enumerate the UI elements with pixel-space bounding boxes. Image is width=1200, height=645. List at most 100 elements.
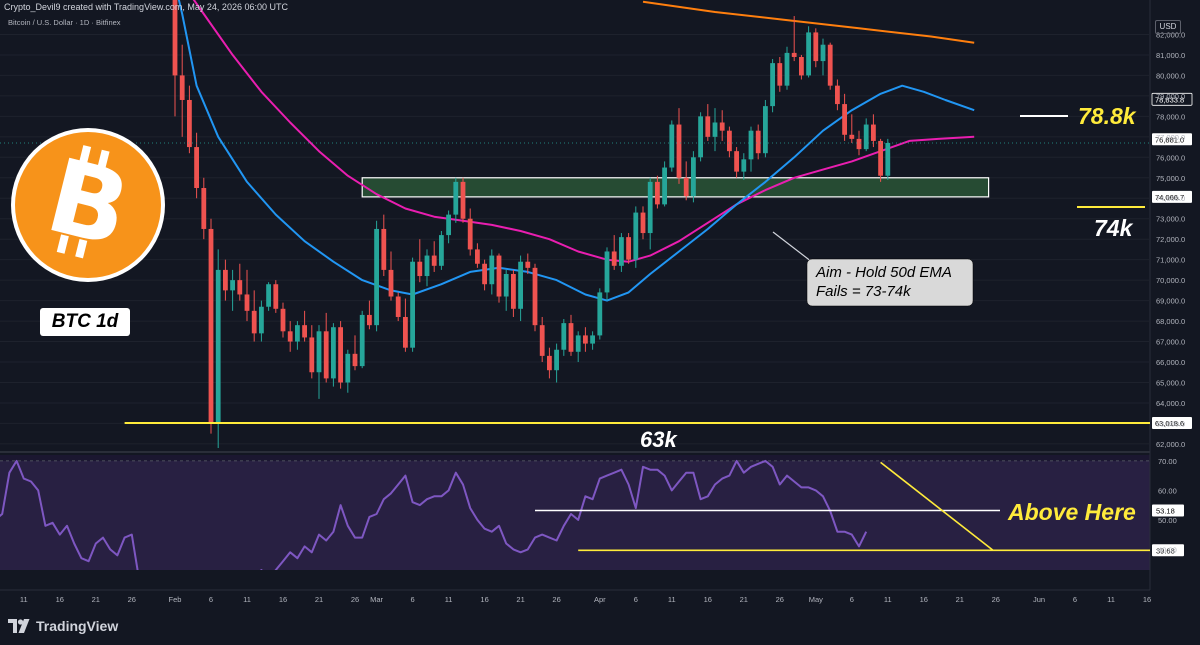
candle-body: [647, 181, 653, 234]
candle: [597, 288, 603, 340]
candle: [763, 99, 768, 158]
candle-body: [489, 255, 495, 285]
candle-body: [604, 251, 610, 293]
candle: [561, 319, 567, 356]
time-tick-label: 11: [243, 595, 251, 604]
price-grid: [0, 33, 1150, 445]
candle: [367, 300, 372, 330]
ema-50-path: [192, 0, 975, 263]
candle-body: [309, 337, 315, 373]
candle-body: [777, 63, 783, 86]
candle: [352, 335, 358, 371]
price-tick-label: 79,000.0: [1156, 92, 1185, 101]
candle-body: [532, 267, 538, 326]
price-label-box: [1152, 417, 1192, 430]
candle: [244, 269, 250, 322]
candle-body: [280, 308, 286, 332]
candle-body: [554, 349, 559, 371]
rsi-annotation: Above Here: [1007, 499, 1136, 525]
candle-body: [467, 218, 473, 250]
candle: [669, 120, 675, 172]
candle: [302, 310, 307, 342]
candle: [496, 253, 502, 303]
candle-body: [525, 261, 531, 268]
candle-body: [539, 325, 545, 356]
candle-body: [698, 116, 703, 158]
candle: [374, 220, 379, 332]
candle-body: [352, 353, 358, 367]
candle-body: [575, 335, 581, 352]
candle-body: [784, 52, 790, 86]
candle-body: [691, 157, 696, 197]
price-axis[interactable]: 62,000.0 63,000.0 64,000.0 65,000.0 66,000.0…: [1156, 30, 1185, 554]
candle: [323, 312, 329, 383]
price-label-box: [1151, 92, 1193, 106]
candle-body: [561, 323, 567, 350]
candle-body: [230, 280, 235, 291]
rsi-tick-label: 60.00: [1158, 486, 1177, 495]
time-tick-label: 16: [56, 595, 64, 604]
rsi-trendline: [880, 461, 994, 551]
candle: [187, 85, 192, 154]
candle-body: [741, 159, 747, 172]
candle-body: [223, 269, 228, 291]
tradingview-logo[interactable]: TradingView: [8, 618, 118, 634]
candle-body: [878, 140, 883, 176]
candle: [842, 93, 847, 141]
candle-body: [727, 130, 732, 152]
candle-body: [503, 273, 509, 297]
price-tick-label: 76,000.0: [1156, 153, 1185, 162]
time-tick-label: 6: [634, 595, 638, 604]
candle-body: [827, 44, 833, 86]
ema-200-path: [642, 0, 975, 44]
price-tick-label: 73,000.0: [1156, 215, 1185, 224]
candle-body: [316, 331, 322, 373]
candle: [273, 280, 279, 313]
candle-body: [791, 52, 797, 57]
candle: [755, 124, 761, 160]
time-tick-label: 6: [850, 595, 854, 604]
candle: [655, 175, 660, 209]
candle: [568, 314, 574, 356]
candle: [727, 126, 732, 158]
candle: [683, 161, 689, 201]
price-tick-label: 77,000.0: [1156, 133, 1185, 142]
candle-body: [705, 116, 711, 137]
candle: [446, 210, 451, 244]
candle-body: [583, 335, 588, 344]
candle-body: [381, 228, 387, 270]
candle: [359, 310, 365, 369]
currency-button[interactable]: USD: [1155, 20, 1181, 34]
candle-body: [734, 151, 739, 172]
candle-body: [237, 280, 243, 295]
candle-body: [619, 237, 624, 266]
price-label-text: 78,833.8: [1155, 95, 1184, 104]
candle-body: [475, 249, 480, 264]
candle-body: [712, 122, 718, 137]
price-tick-label: 71,000.0: [1156, 256, 1185, 265]
candle-body: [518, 261, 523, 309]
rsi-line: [0, 459, 868, 570]
price-tick-label: 62,000.0: [1156, 440, 1185, 449]
candle: [532, 263, 538, 332]
rsi-level-text: 53.18: [1156, 506, 1175, 515]
candle-body: [417, 261, 423, 277]
candle: [179, 44, 185, 137]
candle: [575, 331, 581, 363]
time-axis[interactable]: 11 16 21 26 Feb 6 11 16 21 26 Mar 6 11 16 21 26 Apr 6 11 16…: [20, 595, 1151, 604]
candles: [172, 0, 891, 448]
candle: [640, 206, 646, 240]
candle-body: [683, 177, 689, 197]
rsi-tick-label: 40.00: [1158, 545, 1177, 554]
candle: [719, 110, 725, 141]
candle-body: [331, 327, 336, 379]
candle: [611, 235, 617, 270]
candle-body: [568, 323, 574, 352]
callout-line-1: Aim - Hold 50d EMA: [815, 264, 952, 281]
candle-body: [367, 314, 372, 326]
symbol-title: Bitcoin / U.S. Dollar · 1D · Bitfinex: [8, 18, 121, 27]
candle: [777, 56, 783, 92]
rsi-tick-label: 50.00: [1158, 516, 1177, 525]
candle: [863, 118, 869, 152]
